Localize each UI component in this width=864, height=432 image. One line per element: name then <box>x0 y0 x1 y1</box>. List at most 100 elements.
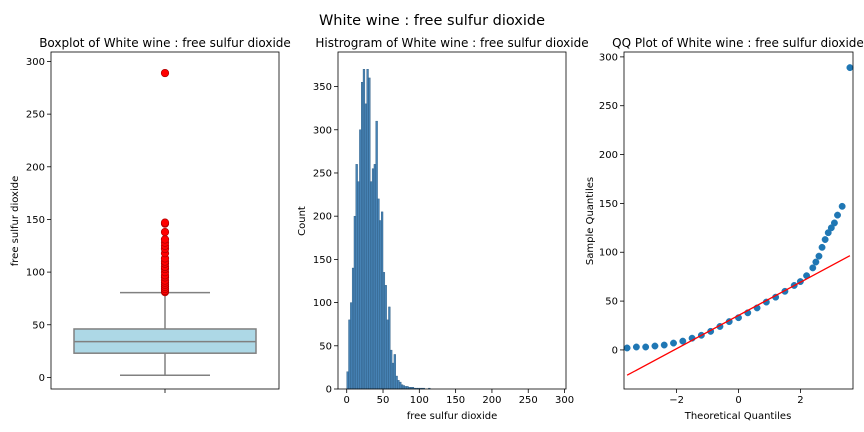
histogram-bar <box>348 319 351 390</box>
boxplot-title: Boxplot of White wine : free sulfur diox… <box>39 36 291 50</box>
qq-point <box>642 343 650 351</box>
histogram-bar <box>386 319 389 390</box>
qqplot-x-tick-label: 2 <box>797 395 803 406</box>
boxplot-y-tick-label: 0 <box>39 373 45 384</box>
histogram-y-tick-label: 200 <box>313 212 332 223</box>
histogram-bar <box>359 129 362 390</box>
histogram-x-tick-label: 50 <box>377 395 390 406</box>
outlier-point <box>160 218 170 227</box>
histogram-bar <box>400 384 404 390</box>
histogram-bar <box>388 306 391 390</box>
qq-point <box>815 252 823 260</box>
histogram-bar <box>399 381 402 390</box>
histogram-bar <box>370 181 373 390</box>
histogram-y-axis-label: Count <box>297 206 308 236</box>
qqplot-y-tick-label: 150 <box>599 199 618 210</box>
histogram-panel: Histrogram of White wine : free sulfur d… <box>297 36 589 422</box>
qq-point <box>830 219 838 227</box>
histogram-bar <box>381 211 384 390</box>
outlier-point <box>160 227 170 237</box>
qqplot-x-axis-label: Theoretical Quantiles <box>684 411 792 422</box>
histogram-bar <box>375 120 378 390</box>
qq-point <box>827 224 835 232</box>
histogram-y-tick-label: 50 <box>319 341 332 352</box>
figure-suptitle: White wine : free sulfur dioxide <box>319 13 545 29</box>
histogram-x-tick-label: 250 <box>519 395 538 406</box>
qq-point <box>824 229 832 237</box>
histogram-bar <box>364 103 367 390</box>
qqplot-y-axis-label: Sample Quantiles <box>585 177 596 265</box>
histogram-y-tick-label: 300 <box>313 125 332 136</box>
outlier-point <box>160 235 170 244</box>
qqplot-x-tick-label: −2 <box>669 395 684 406</box>
histogram-bar <box>361 82 364 390</box>
histogram-bar <box>366 69 369 390</box>
boxplot-y-tick-label: 250 <box>26 110 45 121</box>
histogram-bar <box>379 220 382 390</box>
qq-point <box>651 342 659 350</box>
outlier-point <box>160 68 170 78</box>
histogram-bar <box>377 198 380 390</box>
histogram-bar <box>384 285 387 390</box>
histogram-bar <box>368 77 371 390</box>
qq-point <box>679 337 687 345</box>
boxplot-y-tick-label: 50 <box>32 320 45 331</box>
qq-point <box>846 64 854 72</box>
boxplot-y-tick-label: 100 <box>26 268 45 279</box>
histogram-bar <box>346 371 349 390</box>
histogram-bar <box>357 181 360 390</box>
qq-point <box>670 339 677 347</box>
qq-point <box>623 344 631 352</box>
histogram-y-tick-label: 0 <box>326 385 332 396</box>
histogram-bar <box>371 168 375 390</box>
histogram-y-tick-label: 100 <box>313 298 332 309</box>
histogram-y-tick-label: 150 <box>313 255 332 266</box>
histogram-bar <box>402 385 406 390</box>
boxplot-y-tick-label: 200 <box>26 162 45 173</box>
histogram-x-tick-label: 100 <box>410 395 429 406</box>
histogram-bar <box>391 362 395 390</box>
histogram-y-tick-label: 350 <box>313 82 332 93</box>
histogram-y-tick-label: 250 <box>313 168 332 179</box>
qq-point <box>834 211 841 219</box>
qqplot-y-tick-label: 250 <box>599 101 618 112</box>
histogram-bar <box>390 349 393 390</box>
qqplot-y-tick-label: 300 <box>599 52 618 63</box>
histogram-x-axis-label: free sulfur dioxide <box>407 411 498 422</box>
qqplot-title: QQ Plot of White wine : free sulfur diox… <box>612 36 864 50</box>
histogram-bar <box>393 354 396 390</box>
qqplot-x-tick-label: 0 <box>735 395 741 406</box>
histogram-bar <box>382 272 386 390</box>
boxplot-y-axis-label: free sulfur dioxide <box>10 176 21 267</box>
histogram-title: Histrogram of White wine : free sulfur d… <box>315 36 588 50</box>
histogram-bar <box>350 302 353 390</box>
qqplot-y-tick-label: 100 <box>599 248 618 259</box>
histogram-x-tick-label: 150 <box>446 395 465 406</box>
qqplot-axes-frame <box>623 51 854 390</box>
qqplot-y-tick-label: 50 <box>605 297 618 308</box>
qq-point <box>821 236 829 243</box>
boxplot-y-tick-label: 150 <box>26 215 45 226</box>
histogram-bar <box>373 164 376 390</box>
qqplot-y-tick-label: 200 <box>599 150 618 161</box>
qq-point <box>818 243 826 251</box>
qqplot-y-tick-label: 0 <box>612 345 618 356</box>
histogram-bar <box>351 267 355 390</box>
histogram-bar <box>395 375 398 390</box>
histogram-bar <box>362 69 366 390</box>
histogram-bar <box>353 215 356 390</box>
qq-point <box>812 258 820 266</box>
histogram-x-tick-label: 200 <box>482 395 501 406</box>
histogram-bar <box>397 380 400 390</box>
histogram-axes-frame <box>337 51 567 390</box>
boxplot-panel: Boxplot of White wine : free sulfur diox… <box>10 36 291 393</box>
qq-point <box>660 341 668 349</box>
histogram-bar <box>355 164 358 390</box>
qqplot-panel: QQ Plot of White wine : free sulfur diox… <box>585 36 864 422</box>
qq-reference-line <box>626 255 851 376</box>
qq-point <box>838 202 846 210</box>
histogram-x-tick-label: 300 <box>555 395 574 406</box>
qq-point <box>632 343 640 351</box>
histogram-x-tick-label: 0 <box>344 395 350 406</box>
